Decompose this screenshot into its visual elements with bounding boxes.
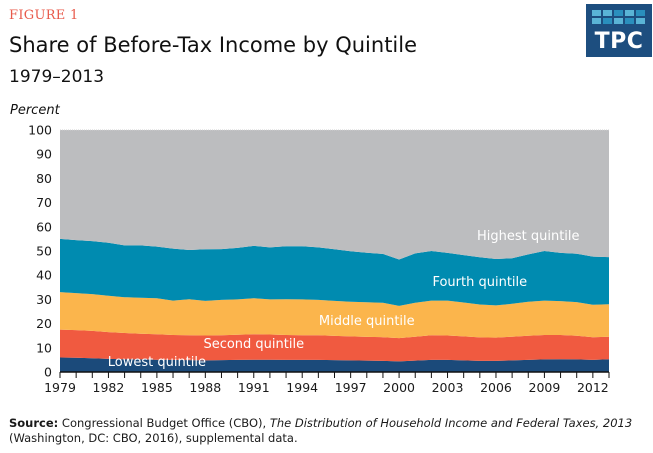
- x-tick-label: 2009: [529, 380, 561, 395]
- y-tick-label: 100: [28, 123, 52, 138]
- logo-text: TPC: [594, 29, 644, 54]
- series-label-second-quintile: Second quintile: [203, 337, 304, 352]
- source-label: Source:: [9, 416, 59, 430]
- logo-tile: [603, 18, 612, 24]
- y-tick-label: 50: [36, 244, 52, 259]
- series-label-middle-quintile: Middle quintile: [319, 314, 415, 329]
- x-tick-label: 1982: [93, 380, 125, 395]
- series-label-lowest-quintile: Lowest quintile: [108, 355, 206, 370]
- y-tick-label: 80: [36, 171, 52, 186]
- x-tick-label: 2000: [383, 380, 415, 395]
- x-axis: 1979 1982 1985 1988 1991 1994 1997 2000 2003 2006…: [44, 371, 610, 395]
- x-tick-label: 1994: [286, 380, 318, 395]
- x-tick-label: 2006: [480, 380, 512, 395]
- y-axis-label: Percent: [10, 103, 60, 118]
- logo-tile: [625, 18, 634, 24]
- chart-title: Share of Before-Tax Income by Quintile: [9, 33, 418, 57]
- area-layers: [60, 129, 609, 372]
- x-tick-label: 1979: [44, 380, 76, 395]
- area-middle-quintile: [60, 292, 609, 339]
- series-label-highest-quintile: Highest quintile: [477, 229, 580, 244]
- area-highest-quintile: [60, 130, 609, 260]
- area-second-quintile: [60, 329, 609, 362]
- y-axis-ticks: 0 10 20 30 40 50 60 70 80 90 100: [28, 123, 52, 380]
- logo-tile: [625, 10, 634, 16]
- y-tick-label: 20: [36, 316, 52, 331]
- logo-tile: [592, 10, 601, 16]
- y-tick-label: 40: [36, 268, 52, 283]
- tpc-logo: TPC: [586, 4, 652, 57]
- x-tick-label: 1991: [238, 380, 270, 395]
- y-tick-label: 90: [36, 147, 52, 162]
- y-tick-label: 0: [44, 365, 52, 380]
- logo-tile: [603, 10, 612, 16]
- logo-tile: [636, 10, 645, 16]
- series-labels: Lowest quintile Second quintile Middle qui…: [108, 229, 580, 370]
- x-tick-label: 2012: [577, 380, 609, 395]
- source-text-after: (Washington, DC: CBO, 2016), supplementa…: [9, 431, 298, 445]
- y-tick-label: 10: [36, 340, 52, 355]
- logo-tile: [614, 10, 623, 16]
- chart-subtitle: 1979–2013: [9, 67, 105, 87]
- y-tick-label: 60: [36, 219, 52, 234]
- source-italic-title: The Distribution of Household Income and…: [269, 416, 633, 430]
- logo-tile: [636, 18, 645, 24]
- x-tick-label: 2003: [432, 380, 464, 395]
- x-tick-label: 1985: [141, 380, 173, 395]
- logo-tile: [614, 18, 623, 24]
- logo-tiles: [592, 10, 645, 24]
- series-label-fourth-quintile: Fourth quintile: [432, 275, 527, 290]
- y-tick-label: 30: [36, 292, 52, 307]
- x-tick-label: 1997: [335, 380, 367, 395]
- x-tick-label: 1988: [189, 380, 221, 395]
- area-fourth-quintile: [60, 238, 609, 306]
- area-lowest-quintile: [60, 357, 609, 372]
- source-text-before: Congressional Budget Office (CBO),: [58, 416, 270, 430]
- y-tick-label: 70: [36, 195, 52, 210]
- logo-tile: [592, 18, 601, 24]
- figure-label: FIGURE 1: [9, 8, 79, 23]
- source-note: Source: Congressional Budget Office (CBO…: [9, 416, 649, 446]
